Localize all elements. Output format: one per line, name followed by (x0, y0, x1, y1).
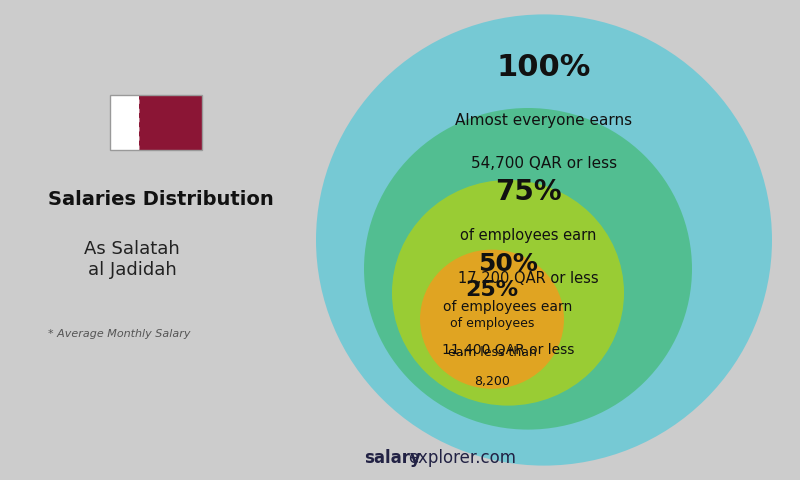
Text: salary: salary (364, 449, 421, 468)
Text: 11,400 QAR or less: 11,400 QAR or less (442, 343, 574, 358)
Bar (110, 95, 139, 150)
Text: of employees earn: of employees earn (460, 228, 596, 243)
Ellipse shape (316, 14, 772, 466)
Bar (139, 95, 202, 150)
Ellipse shape (420, 250, 564, 389)
Text: earn less than: earn less than (447, 346, 537, 360)
Text: of employees earn: of employees earn (443, 300, 573, 314)
Bar (110, 95, 202, 150)
Text: of employees: of employees (450, 317, 534, 331)
Text: 75%: 75% (494, 178, 562, 206)
Polygon shape (136, 95, 139, 150)
Text: Salaries Distribution: Salaries Distribution (48, 190, 274, 209)
Ellipse shape (364, 108, 692, 430)
Text: * Average Monthly Salary: * Average Monthly Salary (48, 329, 190, 338)
Text: 8,200: 8,200 (474, 375, 510, 388)
Text: Almost everyone earns: Almost everyone earns (455, 112, 633, 128)
Ellipse shape (392, 180, 624, 406)
Text: 25%: 25% (466, 280, 518, 300)
Text: explorer.com: explorer.com (408, 449, 516, 468)
Text: 17,200 QAR or less: 17,200 QAR or less (458, 271, 598, 286)
Text: As Salatah
al Jadidah: As Salatah al Jadidah (84, 240, 180, 278)
Text: 100%: 100% (497, 53, 591, 82)
Text: 54,700 QAR or less: 54,700 QAR or less (471, 156, 617, 171)
Text: 50%: 50% (478, 252, 538, 276)
